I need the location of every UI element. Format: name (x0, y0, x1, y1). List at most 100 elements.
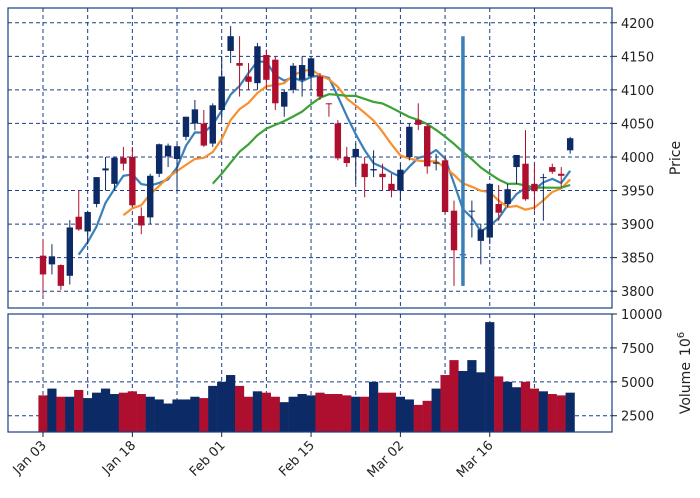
candle (66, 220, 74, 285)
candle (209, 103, 216, 147)
candle (424, 123, 431, 174)
candle (111, 156, 118, 191)
volume-axis-label-text: Volume (678, 362, 694, 414)
volume-bar (261, 392, 271, 432)
volume-bar (556, 395, 566, 432)
candle (147, 173, 154, 225)
volume-bar (109, 394, 120, 432)
volume-bar (503, 381, 513, 432)
x-tick-label: Feb 01 (187, 438, 229, 480)
volume-bar (172, 399, 182, 432)
candle-body (111, 157, 118, 184)
candle (120, 146, 127, 171)
candle-body (379, 173, 386, 178)
candle-body (540, 177, 547, 179)
candle-body (129, 156, 136, 206)
volume-bar (234, 385, 245, 432)
candle-body (164, 145, 172, 157)
volume-bar (252, 391, 263, 432)
volume-bar (386, 392, 397, 432)
volume-bar (279, 402, 289, 432)
price-axis-label: Price (668, 141, 684, 175)
candle-body (361, 163, 368, 178)
candle (75, 190, 82, 231)
candle (388, 173, 395, 198)
candle-body (48, 256, 56, 265)
volume-bar (520, 381, 531, 432)
candle-body (138, 216, 145, 226)
candle (522, 130, 529, 201)
volume-tick-label: 5000 (621, 376, 654, 391)
axes-frame (7, 7, 613, 433)
candle (57, 264, 65, 290)
candle (84, 210, 91, 245)
candle (200, 110, 208, 147)
candle (289, 63, 297, 94)
candle-body (84, 212, 91, 232)
volume-bar (154, 399, 164, 432)
volume-bar (74, 389, 84, 432)
volume-tick-label: 7500 (621, 342, 654, 357)
volume-bar (351, 396, 361, 432)
candle (379, 163, 386, 191)
candle (504, 183, 511, 208)
volume-bar (163, 403, 173, 432)
candle (397, 163, 404, 201)
volume-bar (297, 394, 307, 432)
volume-bar (467, 360, 477, 432)
candle-body (281, 91, 288, 107)
volume-bar (565, 392, 575, 432)
candle-body (566, 138, 574, 151)
candle (272, 56, 279, 111)
price-panel-frame (7, 7, 613, 309)
candle (281, 89, 288, 117)
volume-exponent-power: 6 (676, 332, 687, 338)
moving-average-20 (211, 93, 571, 189)
candle-body (289, 65, 297, 90)
candle-body (227, 36, 234, 51)
volume-bar (92, 392, 102, 432)
x-tick-label: Jan 03 (10, 438, 50, 478)
candle (263, 49, 270, 90)
volume-bar (449, 360, 459, 432)
candle (298, 56, 306, 97)
volume-bar (368, 381, 379, 432)
volume-panel-frame (7, 313, 613, 433)
candle (173, 143, 181, 191)
price-tick-label: 4050 (621, 117, 654, 132)
candle-body (93, 177, 100, 204)
candle-body (200, 123, 208, 146)
candle (236, 36, 243, 97)
candle-body (191, 109, 199, 124)
candle (343, 146, 350, 168)
candle (352, 143, 359, 184)
candle-body (173, 146, 181, 160)
candle-body (39, 255, 47, 275)
volume-bar (199, 398, 209, 432)
volume-bar (270, 396, 280, 432)
candle (182, 116, 190, 141)
candle-body (531, 183, 538, 192)
volume-bar (538, 391, 548, 432)
candle (155, 143, 163, 178)
moving-average-10 (122, 68, 571, 217)
volume-bar (422, 400, 432, 432)
candles (39, 26, 574, 295)
volume-bar (136, 394, 146, 432)
candle-body (441, 160, 449, 213)
candle (39, 238, 47, 295)
volume-bar (413, 404, 423, 432)
candle-body (120, 157, 127, 164)
volume-bar (529, 388, 540, 432)
candle (370, 150, 377, 178)
candle-body (307, 58, 315, 77)
volume-bar (547, 394, 557, 432)
volume-bar (315, 392, 325, 432)
candle-body (450, 210, 458, 251)
volume-bar (431, 388, 441, 432)
volume-bar (395, 396, 405, 432)
x-tick-label: Mar 02 (365, 438, 408, 481)
volume-bar (485, 322, 495, 432)
volume-bar (83, 398, 93, 432)
candle (93, 177, 100, 208)
